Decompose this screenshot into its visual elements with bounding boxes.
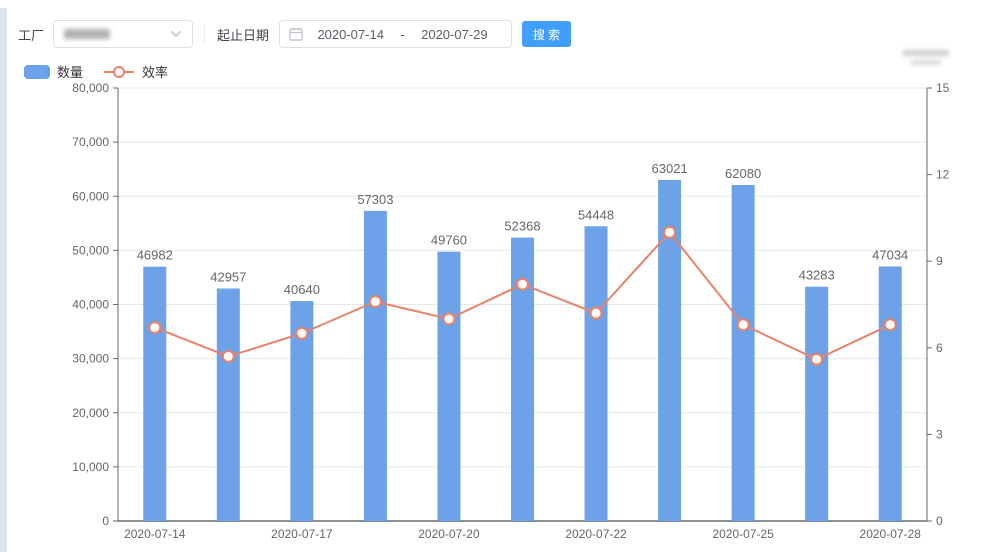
- efficiency-point[interactable]: [883, 318, 897, 332]
- y-axis-left-tick-label: 50,000: [72, 243, 109, 257]
- efficiency-point[interactable]: [442, 312, 456, 326]
- legend-efficiency-label: 效率: [142, 65, 169, 80]
- efficiency-point[interactable]: [368, 295, 382, 309]
- efficiency-point[interactable]: [810, 352, 824, 366]
- quantity-bar[interactable]: [658, 179, 682, 521]
- bar-value-label: 43283: [799, 268, 835, 283]
- legend-item-efficiency[interactable]: 效率: [103, 62, 168, 81]
- quantity-bar[interactable]: [363, 210, 387, 521]
- bar-value-label: 42957: [210, 269, 246, 284]
- efficiency-line-swatch: [104, 65, 135, 78]
- date-range-label: 起止日期: [217, 27, 270, 43]
- x-axis-tick-label: 2020-07-25: [712, 527, 774, 541]
- quantity-bar[interactable]: [805, 286, 829, 521]
- efficiency-point[interactable]: [663, 225, 677, 239]
- efficiency-point[interactable]: [295, 326, 309, 340]
- quantity-bar[interactable]: [290, 301, 314, 521]
- quantity-bar-swatch: [24, 64, 50, 79]
- chevron-down-icon: [170, 30, 182, 37]
- legend-quantity-label: 数量: [57, 65, 84, 80]
- calendar-icon: [289, 28, 303, 41]
- y-axis-left-tick-label: 0: [102, 514, 109, 528]
- bar-value-label: 63021: [652, 161, 688, 176]
- efficiency-point[interactable]: [736, 318, 750, 332]
- y-axis-right-tick-label: 0: [936, 514, 943, 528]
- efficiency-point[interactable]: [516, 277, 529, 291]
- y-axis-left-tick-label: 20,000: [72, 406, 109, 420]
- bar-value-label: 40640: [284, 282, 320, 297]
- quantity-bar[interactable]: [143, 266, 167, 521]
- efficiency-point[interactable]: [221, 349, 235, 363]
- redacted-watermark-line: [903, 50, 949, 56]
- date-range-separator: -: [400, 26, 405, 42]
- quantity-bar[interactable]: [584, 226, 608, 521]
- x-axis-tick-label: 2020-07-22: [565, 527, 627, 541]
- y-axis-right-tick-label: 15: [936, 81, 950, 95]
- search-button[interactable]: 搜索: [522, 21, 572, 47]
- y-axis-left-tick-label: 80,000: [72, 81, 109, 95]
- x-axis-tick-label: 2020-07-20: [418, 527, 480, 541]
- chart-legend: 数量 效率: [24, 62, 168, 81]
- y-axis-left-tick-label: 30,000: [72, 352, 109, 366]
- efficiency-point[interactable]: [148, 321, 162, 335]
- factory-label: 工厂: [18, 27, 45, 43]
- toolbar-divider: [204, 25, 206, 43]
- x-axis-tick-label: 2020-07-17: [271, 527, 333, 541]
- legend-item-quantity[interactable]: 数量: [24, 62, 83, 81]
- y-axis-left-tick-label: 40,000: [72, 298, 109, 312]
- y-axis-left-tick-label: 60,000: [72, 189, 109, 203]
- efficiency-point[interactable]: [589, 306, 603, 320]
- bar-value-label: 49760: [431, 233, 467, 248]
- bar-value-label: 57303: [357, 192, 393, 207]
- redacted-watermark: [903, 50, 958, 74]
- y-axis-right-tick-label: 9: [936, 254, 943, 268]
- start-date-value[interactable]: 2020-07-14: [317, 26, 384, 42]
- bar-value-label: 47034: [872, 247, 908, 262]
- y-axis-left-tick-label: 10,000: [72, 460, 109, 474]
- y-axis-right-tick-label: 3: [936, 427, 943, 441]
- x-axis-tick-label: 2020-07-28: [860, 527, 922, 541]
- quantity-bar[interactable]: [437, 251, 461, 521]
- bar-value-label: 52368: [504, 219, 540, 234]
- y-axis-right-tick-label: 6: [936, 341, 943, 355]
- factory-select[interactable]: [53, 20, 194, 48]
- bar-value-label: 62080: [725, 166, 761, 181]
- filter-toolbar: 工厂 起止日期 2020-07-14 - 2020-07-29 搜索: [18, 20, 572, 48]
- bar-value-label: 46982: [137, 248, 173, 263]
- bar-value-label: 54448: [578, 207, 614, 222]
- page-left-margin-strip: [0, 8, 7, 552]
- end-date-value[interactable]: 2020-07-29: [421, 26, 488, 42]
- quantity-bar[interactable]: [216, 288, 240, 521]
- quantity-bar[interactable]: [731, 184, 755, 521]
- y-axis-right-tick-label: 12: [936, 168, 950, 182]
- x-axis-tick-label: 2020-07-14: [124, 527, 186, 541]
- redacted-watermark-line: [911, 60, 941, 65]
- date-range-picker[interactable]: 2020-07-14 - 2020-07-29: [279, 20, 513, 48]
- quantity-bar[interactable]: [511, 237, 534, 521]
- quantity-bar[interactable]: [878, 266, 902, 521]
- factory-select-value-redacted: [64, 29, 111, 39]
- y-axis-left-tick-label: 70,000: [72, 135, 109, 149]
